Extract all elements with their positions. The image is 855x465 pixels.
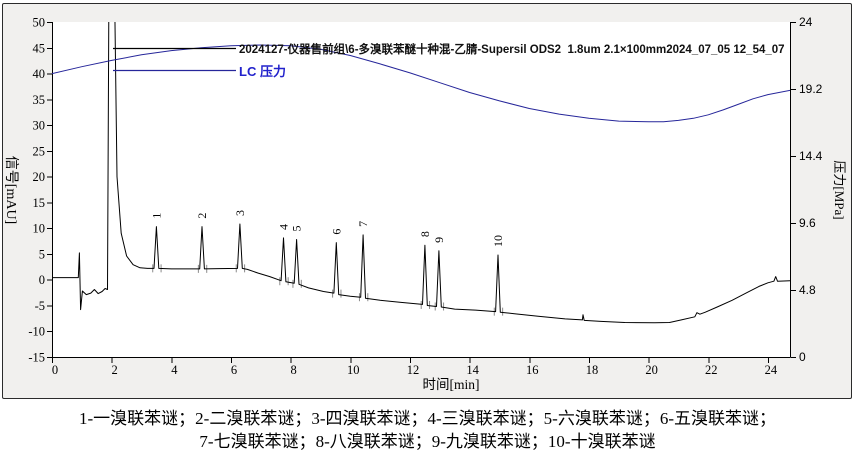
axes bbox=[52, 22, 791, 358]
left-tick-label: 35 bbox=[33, 93, 46, 107]
peak-number-label: 5 bbox=[290, 225, 304, 231]
right-tick-label: 14.4 bbox=[799, 149, 823, 163]
peak-number-label: 1 bbox=[149, 213, 163, 219]
chromatogram-canvas: 50454035302520151050-5-10-152419.214.49.… bbox=[28, 15, 822, 377]
chart-title: 2024127-仪器售前组\6-多溴联苯醚十种混-乙腈-Supersil ODS… bbox=[239, 44, 785, 56]
x-tick-label: 16 bbox=[526, 363, 539, 377]
x-tick-label: 20 bbox=[645, 363, 658, 377]
x-tick-label: 2 bbox=[112, 363, 118, 377]
peak-number-label: 8 bbox=[418, 231, 432, 237]
left-axis-title: 信号[mAU] bbox=[3, 155, 18, 225]
peak-number-label: 9 bbox=[432, 237, 446, 243]
left-tick-label: 20 bbox=[33, 170, 46, 184]
right-tick-label: 19.2 bbox=[799, 82, 823, 96]
right-tick-label: 4.8 bbox=[799, 283, 816, 297]
left-tick-label: 45 bbox=[33, 41, 46, 55]
peak-number-label: 4 bbox=[276, 224, 290, 230]
caption-line-1: 1-一溴联苯谜；2-二溴联苯谜；3-四溴联苯谜；4-三溴联苯谜；5-六溴联苯谜；… bbox=[79, 409, 776, 428]
left-tick-label: 30 bbox=[33, 119, 46, 133]
left-tick-label: 25 bbox=[33, 144, 46, 158]
left-tick-label: -15 bbox=[28, 351, 45, 365]
x-tick-label: 6 bbox=[231, 363, 237, 377]
left-tick-label: 0 bbox=[39, 273, 45, 287]
left-tick-label: 50 bbox=[33, 16, 46, 30]
peak-number-label: 3 bbox=[233, 210, 247, 216]
axis-tick-labels: 50454035302520151050-5-10-152419.214.49.… bbox=[28, 15, 822, 377]
left-tick-label: 10 bbox=[33, 222, 46, 236]
left-tick-label: 40 bbox=[33, 67, 46, 81]
x-tick-label: 0 bbox=[52, 363, 58, 377]
right-tick-label: 9.6 bbox=[799, 216, 816, 230]
x-tick-label: 4 bbox=[171, 363, 178, 377]
x-tick-label: 22 bbox=[705, 363, 718, 377]
right-tick-label: 24 bbox=[799, 15, 813, 29]
x-tick-label: 8 bbox=[291, 363, 297, 377]
peak-number-label: 10 bbox=[491, 235, 505, 247]
right-axis-title: 压力[MPa] bbox=[832, 160, 847, 220]
left-tick-label: 15 bbox=[33, 196, 46, 210]
peak-number-label: 6 bbox=[329, 229, 343, 235]
axis-ticks bbox=[47, 22, 796, 363]
peak-number-label: 2 bbox=[195, 213, 209, 219]
left-tick-label: -10 bbox=[28, 325, 45, 339]
x-tick-label: 24 bbox=[765, 363, 778, 377]
x-tick-label: 14 bbox=[466, 363, 479, 377]
x-tick-label: 18 bbox=[586, 363, 599, 377]
peak-number-label: 7 bbox=[356, 221, 370, 227]
x-axis-title: 时间[min] bbox=[422, 377, 480, 392]
right-tick-label: 0 bbox=[799, 350, 806, 364]
pressure-legend-label: LC 压力 bbox=[239, 64, 286, 79]
left-tick-label: -5 bbox=[35, 299, 45, 313]
left-tick-label: 5 bbox=[39, 247, 45, 261]
signal-trace bbox=[52, 22, 790, 324]
x-tick-label: 10 bbox=[347, 363, 360, 377]
peak-identification-caption: 1-一溴联苯谜；2-二溴联苯谜；3-四溴联苯谜；4-三溴联苯谜；5-六溴联苯谜；… bbox=[0, 407, 855, 453]
legend-pointer-lines bbox=[113, 47, 236, 72]
x-tick-label: 12 bbox=[407, 363, 420, 377]
caption-line-2: 7-七溴联苯谜；8-八溴联苯谜；9-九溴联苯谜；10-十溴联苯谜 bbox=[199, 432, 656, 451]
